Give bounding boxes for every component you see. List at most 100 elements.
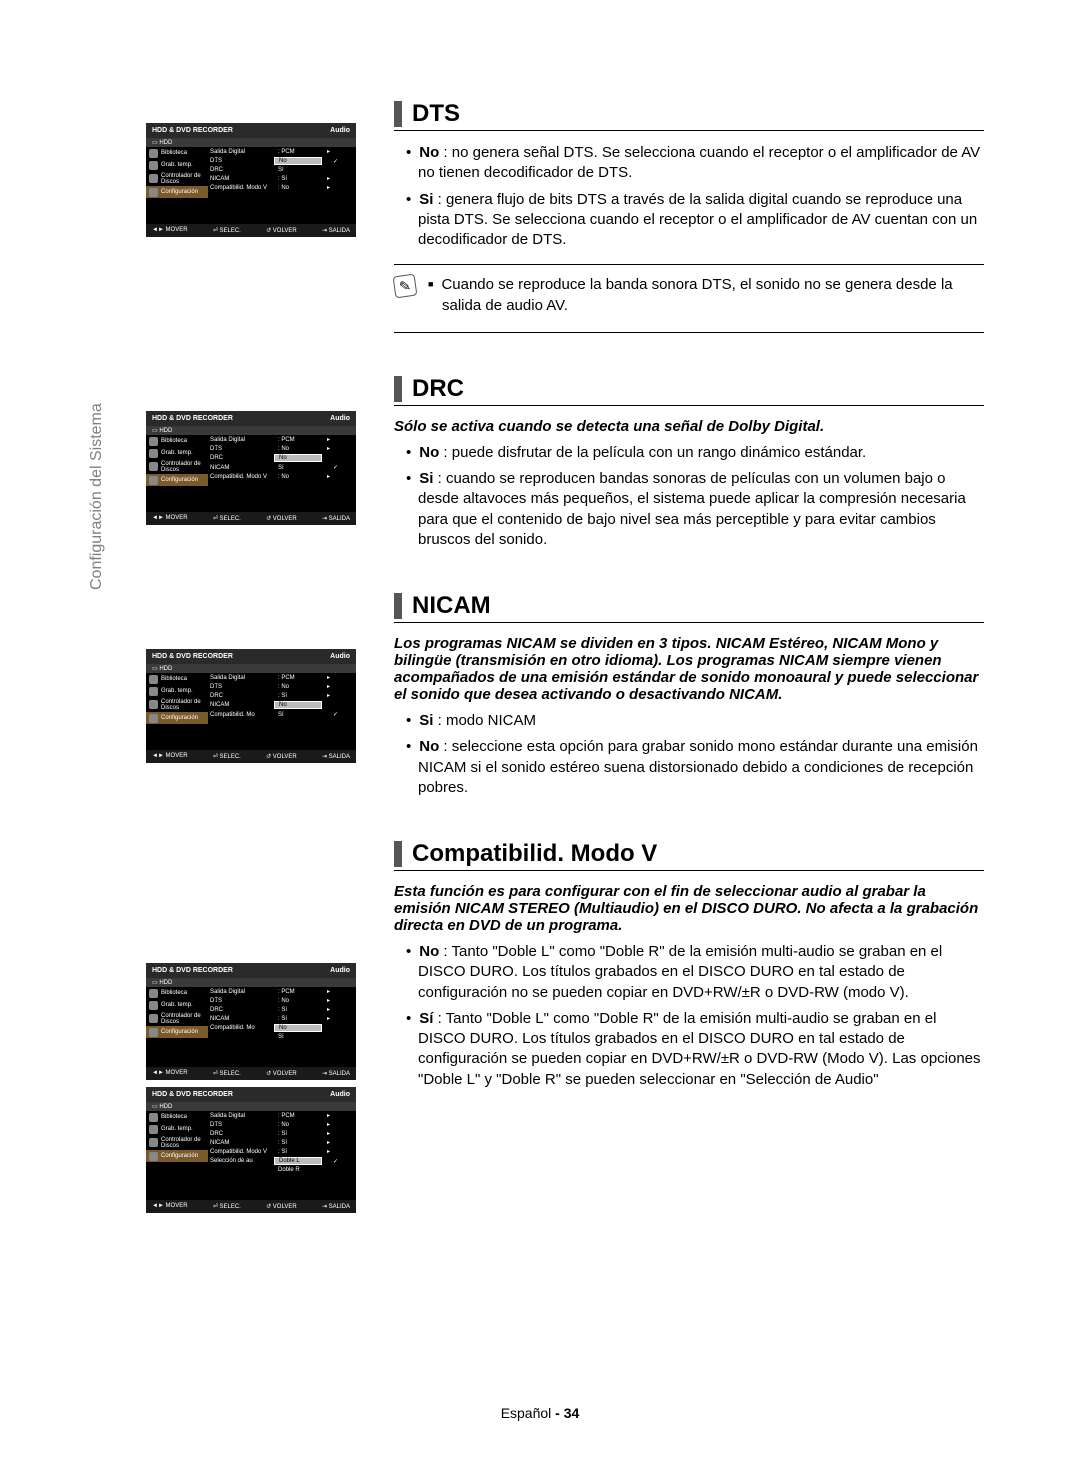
osd-menu-item[interactable]: Controlador de Discos [146, 1135, 208, 1150]
osd-option-row[interactable]: NICAM: Sí ▸ [208, 1138, 356, 1147]
bullet-item: No : seleccione esta opción para grabar … [394, 737, 984, 798]
osd-option-row[interactable]: DTS: No ▸ [208, 1120, 356, 1129]
osd-menu-item[interactable]: Configuración [146, 712, 208, 724]
osd-menu-item[interactable]: Biblioteca [146, 1111, 208, 1123]
menu-icon [149, 675, 158, 684]
osd-option-row[interactable]: NICAM: Sí ▸ [208, 174, 356, 183]
menu-icon [149, 1152, 158, 1161]
osd-option-row[interactable]: NICAM: Sí ▸ [208, 1014, 356, 1023]
osd-option-row[interactable]: DTS: No ▸ [208, 682, 356, 691]
osd-menu-item[interactable]: Controlador de Discos [146, 171, 208, 186]
osd-panel: HDD & DVD RECORDERAudio ▭ HDD Biblioteca… [146, 649, 356, 763]
osd-option-row[interactable]: DRC: Sí ▸ [208, 691, 356, 700]
section-rule [394, 130, 984, 131]
osd-option-row[interactable]: Compatibilid. Modo V: No ▸ [208, 472, 356, 481]
osd-menu-item[interactable]: Configuración [146, 1150, 208, 1162]
section: DRC Sólo se activa cuando se detecta una… [394, 375, 984, 550]
osd-menu-item[interactable]: Biblioteca [146, 987, 208, 999]
osd-suboption[interactable]: Doble R [208, 1166, 356, 1174]
osd-menu: BibliotecaGrab. temp.Controlador de Disc… [146, 435, 208, 486]
osd-header: HDD & DVD RECORDERAudio [146, 123, 356, 138]
section-heading: NICAM [412, 592, 491, 620]
section-lead: Sólo se activa cuando se detecta una señ… [394, 418, 984, 435]
osd-menu: BibliotecaGrab. temp.Controlador de Disc… [146, 673, 208, 724]
menu-icon [149, 1138, 158, 1147]
menu-icon [149, 462, 158, 471]
osd-option-row[interactable]: Compatibilid. MoNo [208, 1023, 356, 1033]
bullet-item: Si : genera flujo de bits DTS a través d… [394, 190, 984, 251]
section-heading: DTS [412, 100, 460, 128]
osd-menu-item[interactable]: Configuración [146, 474, 208, 486]
osd-hdd: ▭ HDD [146, 1102, 356, 1111]
bullet-item: No : no genera señal DTS. Se selecciona … [394, 143, 984, 184]
osd-menu-item[interactable]: Configuración [146, 1026, 208, 1038]
section-title: DRC [394, 375, 984, 403]
osd-option-row[interactable]: Salida Digital: PCM ▸ [208, 1111, 356, 1120]
osd-menu: BibliotecaGrab. temp.Controlador de Disc… [146, 147, 208, 198]
menu-icon [149, 476, 158, 485]
bullet-item: Si : modo NICAM [394, 711, 984, 731]
osd-option-row[interactable]: Salida Digital: PCM ▸ [208, 987, 356, 996]
section-rule [394, 405, 984, 406]
osd-option-row[interactable]: DRC: Sí ▸ [208, 1005, 356, 1014]
menu-icon [149, 437, 158, 446]
osd-option-row[interactable]: Compatibilid. Modo V: Sí ▸ [208, 1147, 356, 1156]
sidebar-label: Configuración del Sistema [88, 403, 106, 590]
osd-option-row[interactable]: NICAMSí ✓ [208, 463, 356, 472]
menu-icon [149, 449, 158, 458]
osd-menu-item[interactable]: Grab. temp. [146, 685, 208, 697]
osd-menu-item[interactable]: Grab. temp. [146, 447, 208, 459]
osd-option-row[interactable]: Compatibilid. MoSí ✓ [208, 710, 356, 719]
osd-menu-item[interactable]: Biblioteca [146, 435, 208, 447]
section-lead: Esta función es para configurar con el f… [394, 883, 984, 934]
osd-menu-item[interactable]: Grab. temp. [146, 1123, 208, 1135]
osd-option-row[interactable]: DRCSí [208, 166, 356, 174]
osd-option-row[interactable]: DTSNo ✓ [208, 156, 356, 166]
osd-header: HDD & DVD RECORDERAudio [146, 1087, 356, 1102]
osd-option-row[interactable]: DTS: No ▸ [208, 996, 356, 1005]
section-rule [394, 870, 984, 871]
note-icon: ✎ [393, 274, 418, 299]
menu-icon [149, 1028, 158, 1037]
osd-option-row[interactable]: Salida Digital: PCM ▸ [208, 673, 356, 682]
osd-panel: HDD & DVD RECORDERAudio ▭ HDD Biblioteca… [146, 411, 356, 525]
osd-menu-item[interactable]: Controlador de Discos [146, 697, 208, 712]
osd-menu-item[interactable]: Grab. temp. [146, 159, 208, 171]
osd-option-row[interactable]: Salida Digital: PCM ▸ [208, 435, 356, 444]
note-box: ✎ Cuando se reproduce la banda sonora DTS… [394, 264, 984, 333]
title-bar-icon [394, 376, 402, 402]
note-item: Cuando se reproduce la banda sonora DTS,… [428, 275, 984, 316]
osd-menu-item[interactable]: Biblioteca [146, 147, 208, 159]
menu-icon [149, 161, 158, 170]
osd-options: Salida Digital: PCM ▸ DTS: No ▸ DRC: Sí … [208, 987, 356, 1041]
osd-option-row[interactable]: DRCNo [208, 453, 356, 463]
section: DTS No : no genera señal DTS. Se selecci… [394, 100, 984, 333]
section-heading: Compatibilid. Modo V [412, 840, 657, 868]
osd-option-row[interactable]: Compatibilid. Modo V: No ▸ [208, 183, 356, 192]
osd-option-row[interactable]: DTS: No ▸ [208, 444, 356, 453]
osd-option-row[interactable]: Salida Digital: PCM ▸ [208, 147, 356, 156]
osd-panel: HDD & DVD RECORDERAudio ▭ HDD Biblioteca… [146, 1087, 356, 1213]
menu-icon [149, 989, 158, 998]
osd-suboption[interactable]: Sí [208, 1033, 356, 1041]
menu-icon [149, 174, 158, 183]
osd-options: Salida Digital: PCM ▸ DTS: No ▸ DRC: Sí … [208, 673, 356, 724]
osd-panel: HDD & DVD RECORDERAudio ▭ HDD Biblioteca… [146, 963, 356, 1080]
osd-menu-item[interactable]: Controlador de Discos [146, 459, 208, 474]
bullet-item: No : puede disfrutar de la película con … [394, 443, 984, 463]
osd-menu: BibliotecaGrab. temp.Controlador de Disc… [146, 987, 208, 1041]
osd-option-row[interactable]: DRC: Sí ▸ [208, 1129, 356, 1138]
osd-hdd: ▭ HDD [146, 978, 356, 987]
osd-menu-item[interactable]: Grab. temp. [146, 999, 208, 1011]
osd-menu-item[interactable]: Biblioteca [146, 673, 208, 685]
section-heading: DRC [412, 375, 464, 403]
menu-icon [149, 714, 158, 723]
osd-footer: ◄► MOVER⏎ SELEC. ↺ VOLVER⇥ SALIDA [146, 1200, 356, 1213]
osd-menu-item[interactable]: Controlador de Discos [146, 1011, 208, 1026]
osd-option-row[interactable]: Selección de auDoble L ✓ [208, 1156, 356, 1166]
osd-option-row[interactable]: NICAMNo [208, 700, 356, 710]
osd-panel: HDD & DVD RECORDERAudio ▭ HDD Biblioteca… [146, 123, 356, 237]
section-lead: Los programas NICAM se dividen en 3 tipo… [394, 635, 984, 703]
osd-menu-item[interactable]: Configuración [146, 186, 208, 198]
menu-icon [149, 188, 158, 197]
